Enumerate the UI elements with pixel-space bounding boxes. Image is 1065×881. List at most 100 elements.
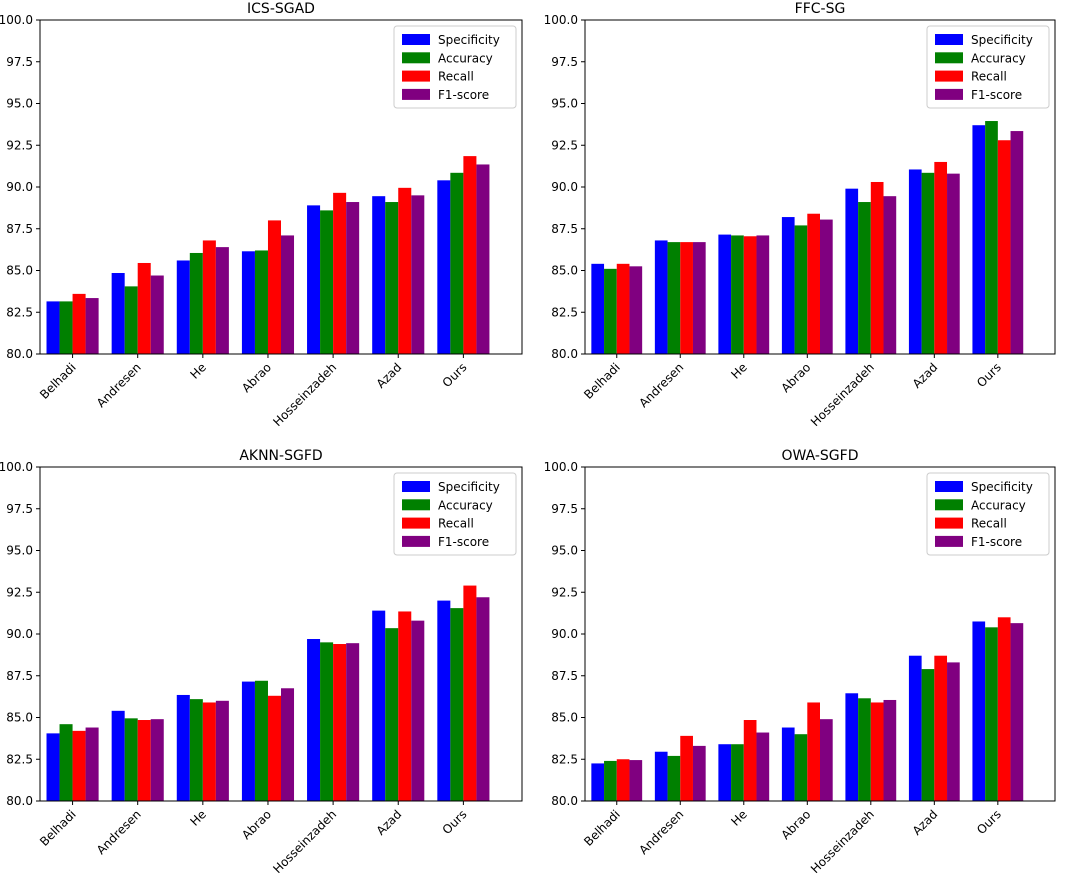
x-tick-label: Azad (374, 360, 405, 391)
bar-specificity-ours (437, 600, 451, 801)
legend-label: F1-score (971, 88, 1022, 102)
y-tick-label: 90.0 (551, 180, 578, 194)
y-tick-label: 95.0 (551, 544, 578, 558)
bar-f1-score-azad (411, 195, 425, 354)
legend-swatch (402, 88, 430, 100)
bar-accuracy-azad (385, 628, 399, 801)
bar-recall-andresen (680, 242, 693, 354)
bar-accuracy-ours (450, 172, 464, 354)
y-tick-label: 87.5 (6, 669, 33, 683)
bar-f1-score-abrao (820, 719, 833, 801)
bar-specificity-azad (372, 610, 386, 801)
bar-accuracy-abrao (254, 680, 268, 801)
bar-f1-score-belhadi (629, 760, 643, 801)
y-tick-label: 95.0 (6, 97, 33, 111)
legend-swatch (402, 70, 430, 82)
bar-specificity-andresen (654, 751, 668, 801)
y-tick-label: 97.5 (6, 55, 33, 69)
bar-specificity-ours (972, 621, 986, 801)
bar-f1-score-andresen (150, 275, 164, 354)
y-tick-label: 80.0 (6, 347, 33, 361)
legend-label: Recall (971, 70, 1007, 84)
x-tick-label: Belhadi (37, 807, 79, 849)
bar-accuracy-abrao (794, 225, 808, 354)
bar-f1-score-azad (411, 620, 425, 801)
bar-accuracy-hosseinzadeh (320, 210, 334, 354)
y-tick-label: 85.0 (6, 711, 33, 725)
legend-label: F1-score (438, 88, 489, 102)
legend-box (393, 25, 517, 109)
bar-f1-score-belhadi (629, 266, 643, 354)
bar-f1-score-andresen (150, 719, 164, 801)
bar-recall-he (202, 702, 216, 801)
bar-specificity-azad (908, 169, 922, 354)
x-tick-label: Hosseinzadeh (808, 807, 877, 876)
x-tick-label: Ours (440, 360, 470, 390)
bar-specificity-hosseinzadeh (845, 693, 859, 801)
bar-accuracy-he (731, 744, 744, 801)
chart-title: OWA-SGFD (782, 448, 859, 464)
x-tick-label: He (187, 360, 209, 382)
bar-specificity-he (176, 694, 190, 801)
bar-f1-score-he (215, 247, 229, 354)
x-tick-label: He (728, 360, 750, 382)
bar-specificity-ours (972, 125, 986, 355)
x-tick-label: Hosseinzadeh (270, 807, 339, 876)
bar-specificity-belhadi (591, 763, 605, 801)
bar-specificity-andresen (111, 710, 125, 801)
bar-recall-andresen (137, 262, 151, 354)
x-tick-label: Azad (910, 360, 941, 391)
bar-accuracy-he (731, 235, 744, 354)
x-tick-label: Ours (974, 807, 1004, 837)
bar-f1-score-hosseinzadeh (346, 202, 360, 354)
bar-accuracy-hosseinzadeh (858, 698, 871, 801)
legend-swatch (935, 481, 963, 492)
bar-specificity-belhadi (46, 301, 60, 354)
chart-title: AKNN-SGFD (239, 448, 322, 464)
bar-accuracy-belhadi (59, 301, 73, 354)
y-tick-label: 85.0 (551, 264, 578, 278)
y-tick-label: 82.5 (551, 305, 578, 319)
bar-specificity-abrao (241, 681, 255, 801)
bar-recall-he (202, 240, 216, 354)
legend-swatch (935, 52, 963, 64)
legend-label: Specificity (971, 33, 1033, 47)
y-tick-label: 92.5 (6, 585, 33, 599)
y-tick-label: 82.5 (6, 752, 33, 766)
y-tick-label: 97.5 (6, 502, 33, 516)
bar-accuracy-andresen (124, 286, 138, 354)
bar-f1-score-azad (947, 173, 960, 354)
chart-title: ICS-SGAD (247, 1, 315, 17)
bar-f1-score-ours (1010, 131, 1024, 354)
legend-label: Recall (971, 517, 1007, 531)
bar-recall-hosseinzadeh (333, 192, 347, 354)
bar-recall-belhadi (72, 293, 86, 354)
x-tick-label: Azad (374, 807, 405, 838)
bar-f1-score-abrao (820, 219, 833, 354)
bar-recall-abrao (807, 213, 820, 354)
bar-specificity-he (176, 260, 190, 354)
bar-accuracy-belhadi (604, 268, 617, 354)
x-tick-label: Abrao (239, 360, 274, 395)
y-tick-label: 82.5 (551, 752, 578, 766)
bar-f1-score-hosseinzadeh (346, 643, 360, 801)
chart-panel-2: AKNN-SGFD 80.0 82.5 85.0 87.5 90.0 92.5 95.0 97.… (0, 448, 523, 876)
bar-specificity-hosseinzadeh (307, 639, 321, 801)
legend-swatch (935, 34, 963, 45)
x-tick-label: Hosseinzadeh (808, 360, 877, 429)
x-tick-label: Ours (440, 807, 470, 837)
bar-f1-score-he (756, 732, 770, 801)
legend-label: Specificity (438, 33, 500, 47)
legend-swatch (402, 34, 430, 45)
bar-recall-andresen (680, 735, 693, 801)
bar-specificity-azad (908, 655, 922, 801)
bar-f1-score-belhadi (85, 727, 99, 801)
bar-accuracy-hosseinzadeh (320, 642, 334, 801)
x-tick-label: Belhadi (37, 360, 79, 402)
bar-f1-score-he (215, 700, 229, 801)
legend-swatch (402, 499, 430, 511)
y-tick-label: 100.0 (544, 13, 578, 27)
legend-swatch (402, 481, 430, 492)
x-tick-label: Belhadi (581, 360, 623, 402)
bar-accuracy-belhadi (604, 760, 617, 801)
